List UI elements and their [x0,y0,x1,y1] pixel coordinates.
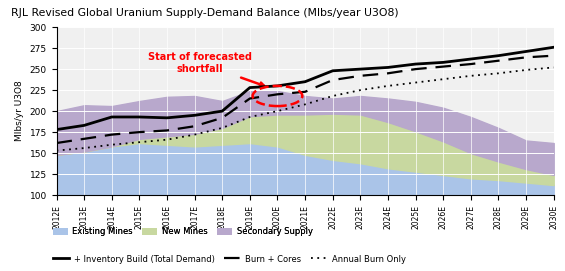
Legend: + Inventory Build (Total Demand), Burn + Cores, Annual Burn Only: + Inventory Build (Total Demand), Burn +… [49,251,410,267]
Text: Start of forecasted
shortfall: Start of forecasted shortfall [148,52,264,86]
Legend: Existing Mines, New Mines, Secondary Supply: Existing Mines, New Mines, Secondary Sup… [49,224,316,240]
Y-axis label: Mlbs/yr U3O8: Mlbs/yr U3O8 [15,81,24,141]
Text: RJL Revised Global Uranium Supply-Demand Balance (Mlbs/year U3O8): RJL Revised Global Uranium Supply-Demand… [11,8,399,18]
